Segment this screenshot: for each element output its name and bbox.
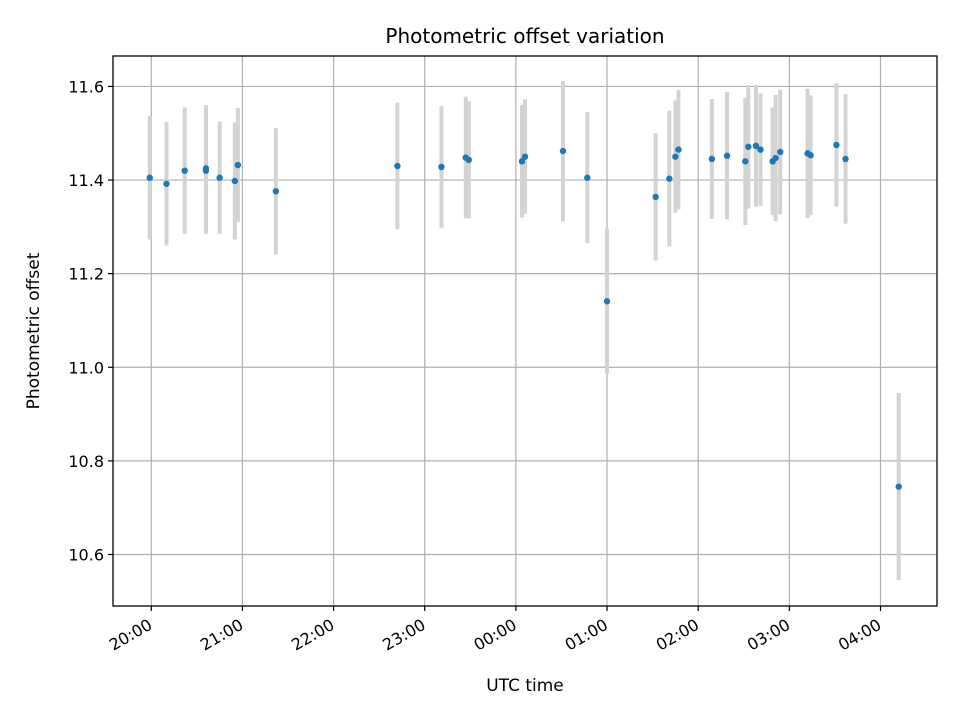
y-tick-label: 10.6 (68, 546, 104, 565)
data-point (708, 155, 716, 163)
data-point (465, 156, 472, 164)
data-point (807, 152, 814, 159)
x-tick-label: 04:00 (835, 615, 884, 655)
y-tick-label: 11.4 (68, 171, 104, 190)
x-axis-ticks: 20:00 21:00 22:00 23:00 00:00 01:00 02:00 03:00… (106, 606, 884, 655)
y-tick-label: 11.2 (68, 265, 104, 284)
data-point (842, 155, 849, 163)
data-point (895, 483, 902, 490)
data-point (584, 174, 591, 181)
x-axis-label: UTC time (486, 676, 564, 696)
y-tick-label: 11.0 (68, 358, 104, 377)
data-point (518, 158, 526, 165)
x-tick-label: 00:00 (470, 615, 519, 655)
data-point (672, 153, 679, 160)
data-point (234, 161, 242, 169)
data-point (757, 146, 764, 153)
x-tick-label: 22:00 (288, 615, 337, 655)
data-point (146, 174, 153, 181)
data-point (603, 298, 611, 305)
data-point (742, 158, 749, 165)
y-tick-label: 11.6 (68, 77, 104, 96)
data-point (777, 148, 784, 156)
data-point (394, 162, 401, 170)
data-point (521, 153, 529, 160)
data-point (231, 177, 239, 185)
x-tick-label: 02:00 (653, 615, 702, 655)
y-axis-ticks: 10.6 10.8 11.0 11.2 11.4 11.6 (68, 77, 113, 565)
x-tick-label: 01:00 (562, 615, 611, 655)
data-point (675, 146, 682, 153)
y-axis-label: Photometric offset (24, 252, 44, 409)
x-tick-label: 20:00 (106, 615, 155, 655)
data-point (202, 167, 210, 174)
data-point (438, 163, 445, 171)
data-point (216, 174, 223, 181)
data-point (745, 143, 752, 151)
data-point (559, 147, 567, 155)
data-point (723, 152, 731, 159)
y-tick-label: 10.8 (68, 452, 104, 471)
x-tick-label: 21:00 (197, 615, 246, 655)
data-point (772, 154, 779, 162)
x-tick-label: 23:00 (379, 615, 428, 655)
data-point (752, 142, 760, 150)
data-point (272, 188, 280, 195)
data-points (146, 141, 902, 490)
x-tick-label: 03:00 (744, 615, 793, 655)
data-point (652, 193, 659, 201)
chart-title: Photometric offset variation (385, 24, 664, 48)
data-point (666, 175, 673, 182)
data-point (163, 180, 170, 187)
plot-frame (112, 55, 938, 607)
data-point (833, 141, 840, 149)
data-point (181, 167, 188, 174)
